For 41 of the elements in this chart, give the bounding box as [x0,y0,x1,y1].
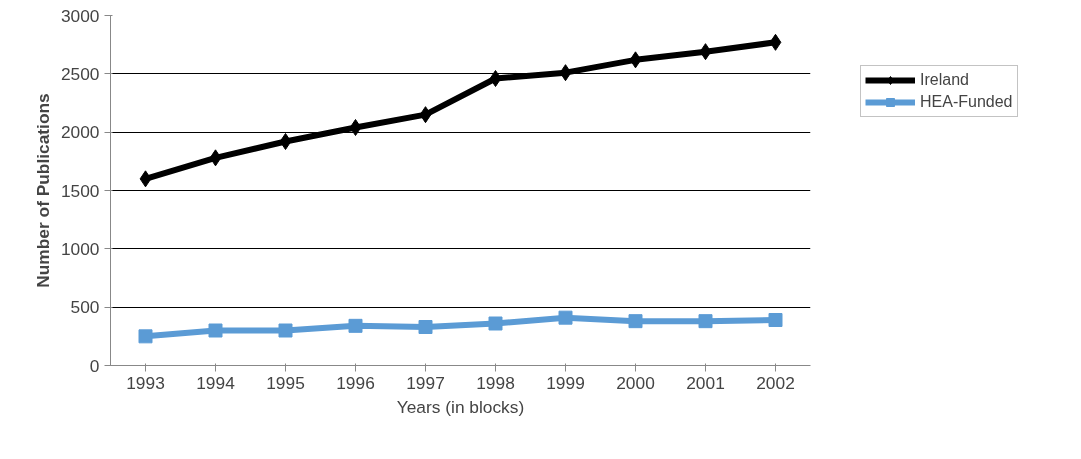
point [418,320,433,334]
y-tick-label: 2500 [60,63,100,84]
legend-label: HEA-Funded [920,93,1013,111]
point [138,329,153,344]
point [349,119,362,136]
y-tick-label: 1000 [60,238,100,259]
point [209,149,222,167]
point [139,170,152,188]
y-axis-title: Number of Publications [32,93,53,288]
point [629,51,642,69]
point [769,33,782,51]
point [699,43,712,61]
y-tick-label: 500 [70,297,100,318]
point [489,70,502,87]
y-tick-label: 1500 [60,180,100,201]
x-tick-label: 1997 [406,372,445,393]
point [279,133,292,150]
x-tick-label: 2000 [616,372,655,393]
x-tick-label: 1996 [336,372,375,393]
point [628,314,643,329]
y-tick-label: 2000 [60,122,100,143]
x-axis-title: Years (in blocks) [396,396,525,417]
x-tick-label: 1995 [266,372,305,393]
point [419,106,432,124]
y-tick-label: 3000 [60,5,100,26]
point [558,310,573,325]
point [559,64,572,82]
y-tick-label: 0 [89,355,100,376]
point [768,313,783,327]
x-tick-label: 1993 [126,372,165,393]
point [278,323,293,338]
point [348,318,363,333]
point [698,314,713,329]
x-tick-label: 2002 [756,372,795,393]
x-tick-label: 1999 [546,372,585,393]
x-tick-label: 1994 [196,372,236,393]
point [488,316,503,331]
x-tick-label: 1998 [476,372,515,393]
legend-label: Ireland [920,71,969,89]
point [208,323,223,338]
x-tick-label: 2001 [686,372,725,393]
